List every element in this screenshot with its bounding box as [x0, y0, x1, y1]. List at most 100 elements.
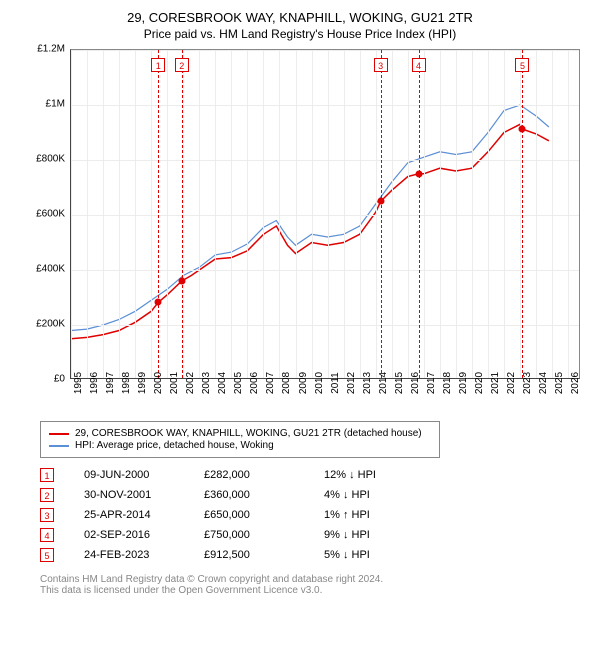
gridline-vertical	[215, 50, 216, 378]
x-tick-label: 2021	[490, 372, 501, 394]
gridline-vertical	[568, 50, 569, 378]
gridline-horizontal	[71, 105, 579, 106]
marker-line	[381, 50, 382, 378]
transaction-date: 09-JUN-2000	[84, 469, 204, 481]
gridline-vertical	[87, 50, 88, 378]
x-tick-label: 2009	[298, 372, 309, 394]
y-tick-label: £400K	[25, 264, 65, 275]
transaction-marker-box: 3	[40, 508, 54, 522]
x-axis: 1995199619971998199920002001200220032004…	[70, 379, 580, 419]
gridline-vertical	[263, 50, 264, 378]
y-tick-label: £0	[25, 374, 65, 385]
transaction-marker-box: 5	[40, 548, 54, 562]
marker-dot	[519, 126, 526, 133]
x-tick-label: 2003	[201, 372, 212, 394]
marker-box: 1	[151, 58, 165, 72]
gridline-vertical	[392, 50, 393, 378]
transaction-row: 230-NOV-2001£360,0004% ↓ HPI	[40, 488, 590, 502]
gridline-vertical	[247, 50, 248, 378]
x-tick-label: 2023	[522, 372, 533, 394]
gridline-vertical	[536, 50, 537, 378]
x-tick-label: 2024	[538, 372, 549, 394]
transaction-price: £282,000	[204, 469, 324, 481]
x-tick-label: 2000	[153, 372, 164, 394]
x-tick-label: 1998	[121, 372, 132, 394]
footer: Contains HM Land Registry data © Crown c…	[40, 574, 590, 596]
legend: 29, CORESBROOK WAY, KNAPHILL, WOKING, GU…	[40, 421, 440, 458]
x-tick-label: 2007	[265, 372, 276, 394]
gridline-horizontal	[71, 325, 579, 326]
x-tick-label: 2026	[570, 372, 581, 394]
x-tick-label: 1999	[137, 372, 148, 394]
x-tick-label: 2012	[346, 372, 357, 394]
marker-box: 4	[412, 58, 426, 72]
x-tick-label: 2008	[281, 372, 292, 394]
gridline-vertical	[279, 50, 280, 378]
y-tick-label: £600K	[25, 209, 65, 220]
gridline-vertical	[360, 50, 361, 378]
transaction-price: £750,000	[204, 529, 324, 541]
gridline-vertical	[376, 50, 377, 378]
gridline-vertical	[328, 50, 329, 378]
transaction-row: 325-APR-2014£650,0001% ↑ HPI	[40, 508, 590, 522]
gridline-vertical	[424, 50, 425, 378]
transaction-pct: 4% ↓ HPI	[324, 489, 434, 501]
marker-box: 2	[175, 58, 189, 72]
gridline-horizontal	[71, 160, 579, 161]
y-axis: £0£200K£400K£600K£800K£1M£1.2M	[25, 49, 65, 379]
gridline-vertical	[552, 50, 553, 378]
legend-item: HPI: Average price, detached house, Woki…	[49, 440, 431, 451]
transaction-price: £912,500	[204, 549, 324, 561]
gridline-vertical	[151, 50, 152, 378]
gridline-vertical	[408, 50, 409, 378]
transaction-price: £360,000	[204, 489, 324, 501]
x-tick-label: 2025	[554, 372, 565, 394]
transactions-table: 109-JUN-2000£282,00012% ↓ HPI 230-NOV-200…	[40, 468, 590, 562]
x-tick-label: 2015	[394, 372, 405, 394]
x-tick-label: 2014	[378, 372, 389, 394]
transaction-row: 524-FEB-2023£912,5005% ↓ HPI	[40, 548, 590, 562]
gridline-vertical	[231, 50, 232, 378]
gridline-vertical	[488, 50, 489, 378]
transaction-marker-box: 4	[40, 528, 54, 542]
x-tick-label: 2013	[362, 372, 373, 394]
marker-dot	[415, 170, 422, 177]
plot-region: 12345	[70, 49, 580, 379]
transaction-date: 25-APR-2014	[84, 509, 204, 521]
y-tick-label: £1.2M	[25, 44, 65, 55]
x-tick-label: 2001	[169, 372, 180, 394]
gridline-vertical	[520, 50, 521, 378]
legend-item: 29, CORESBROOK WAY, KNAPHILL, WOKING, GU…	[49, 428, 431, 439]
transaction-row: 109-JUN-2000£282,00012% ↓ HPI	[40, 468, 590, 482]
legend-label: 29, CORESBROOK WAY, KNAPHILL, WOKING, GU…	[75, 428, 422, 439]
x-tick-label: 2016	[410, 372, 421, 394]
gridline-vertical	[296, 50, 297, 378]
y-tick-label: £800K	[25, 154, 65, 165]
legend-label: HPI: Average price, detached house, Woki…	[75, 440, 274, 451]
chart-title: 29, CORESBROOK WAY, KNAPHILL, WOKING, GU…	[10, 10, 590, 25]
gridline-vertical	[504, 50, 505, 378]
marker-line	[182, 50, 183, 378]
x-tick-label: 1996	[89, 372, 100, 394]
x-tick-label: 2017	[426, 372, 437, 394]
x-tick-label: 2005	[233, 372, 244, 394]
y-tick-label: £1M	[25, 99, 65, 110]
marker-line	[522, 50, 523, 378]
marker-box: 3	[374, 58, 388, 72]
transaction-pct: 12% ↓ HPI	[324, 469, 434, 481]
chart-subtitle: Price paid vs. HM Land Registry's House …	[10, 27, 590, 41]
footer-line2: This data is licensed under the Open Gov…	[40, 585, 590, 596]
gridline-vertical	[344, 50, 345, 378]
gridline-vertical	[312, 50, 313, 378]
legend-swatch	[49, 445, 69, 447]
gridline-horizontal	[71, 215, 579, 216]
x-tick-label: 2019	[458, 372, 469, 394]
gridline-horizontal	[71, 270, 579, 271]
transaction-date: 24-FEB-2023	[84, 549, 204, 561]
x-tick-label: 2006	[249, 372, 260, 394]
x-tick-label: 2022	[506, 372, 517, 394]
marker-dot	[178, 278, 185, 285]
gridline-vertical	[472, 50, 473, 378]
marker-line	[419, 50, 420, 378]
gridline-vertical	[103, 50, 104, 378]
